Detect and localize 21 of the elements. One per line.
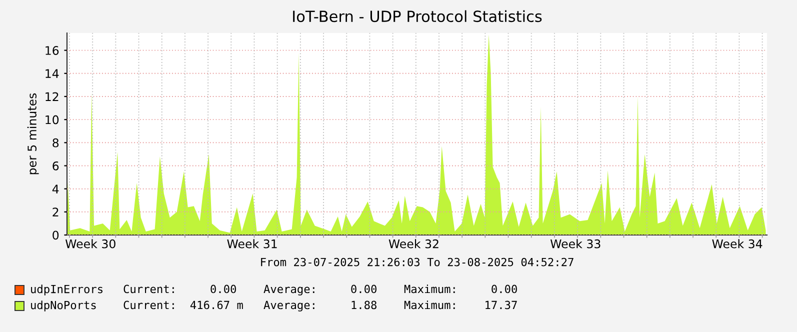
y-tick-label: 0 <box>52 230 59 240</box>
x-tick-label: Week 33 <box>550 239 600 248</box>
x-tick-label: Week 31 <box>227 239 277 248</box>
chart-title: IoT-Bern - UDP Protocol Statistics <box>293 10 542 22</box>
legend-label: udpNoPorts <box>31 300 96 312</box>
y-tick-label: 14 <box>46 69 59 78</box>
y-tick-label: 10 <box>46 115 59 124</box>
y-tick-label: 8 <box>52 138 59 148</box>
y-axis-title: per 5 minutes <box>27 93 39 174</box>
text: From 23-07-2025 21:26:03 To 23-08-2025 04:52:27 <box>261 258 574 266</box>
x-tick-label: Week 34 <box>712 239 762 248</box>
text: Current: 0.00 Average: 0.00 Maximum: 0.00 <box>124 284 517 296</box>
y-tick-label: 4 <box>52 184 59 194</box>
legend-label: udpInErrors <box>31 284 102 296</box>
x-tick-label: Week 30 <box>65 239 116 248</box>
x-tick-label: Week 32 <box>388 239 438 248</box>
text: Current: 416.67 m Average: 1.88 Maximum: 17.37 <box>124 300 517 312</box>
y-tick-label: 2 <box>52 208 58 216</box>
y-tick-label: 16 <box>46 46 59 55</box>
y-tick-label: 12 <box>46 92 58 101</box>
y-tick-label: 6 <box>52 161 59 170</box>
